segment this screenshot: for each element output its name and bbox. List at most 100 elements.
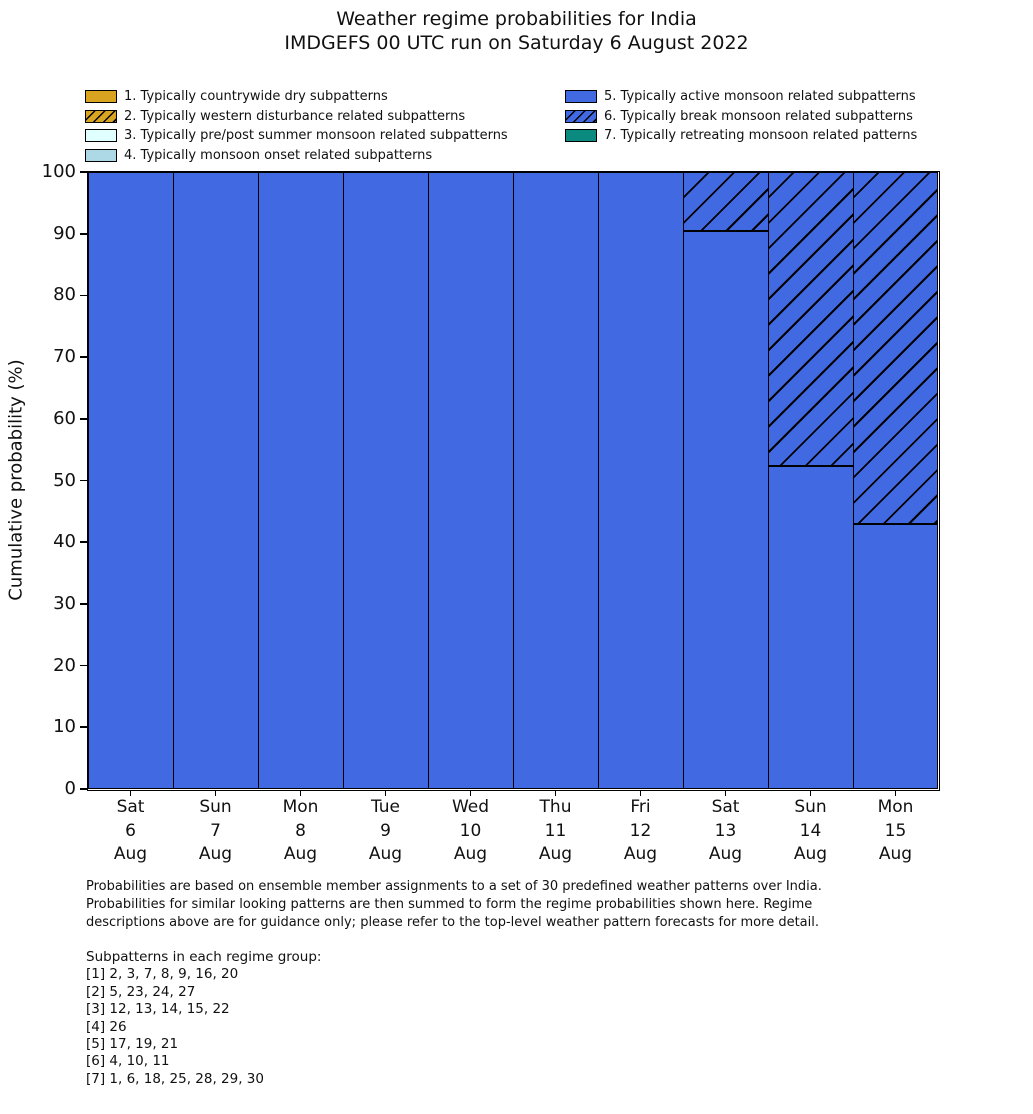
x-tick-mark xyxy=(809,790,812,796)
x-tick-label-line: Fri xyxy=(630,797,651,817)
y-tick-mark xyxy=(80,417,88,420)
subpatterns-line: [2] 5, 23, 24, 27 xyxy=(86,983,196,1000)
bar-segment-regime-5 xyxy=(428,172,515,789)
bar-tue-9-aug xyxy=(343,172,430,789)
footer-line: Probabilities for similar looking patter… xyxy=(86,897,813,912)
x-tick-label-line: Aug xyxy=(283,844,318,864)
bar-wed-10-aug xyxy=(428,172,515,789)
x-tick-label-line: Thu xyxy=(539,797,572,817)
x-tick-label-wed-10-aug: Wed 10 Aug xyxy=(428,796,513,867)
y-tick-mark xyxy=(80,232,88,235)
y-tick-label-30: 30 xyxy=(53,592,76,614)
x-tick-label-line: Aug xyxy=(113,844,148,864)
y-tick-mark xyxy=(80,788,88,790)
legend-swatch-3 xyxy=(85,129,117,143)
y-tick-mark xyxy=(80,726,88,729)
x-tick-mark xyxy=(724,790,727,796)
x-tick-label-sat-6-aug: Sat 6 Aug xyxy=(88,796,173,867)
x-tick-label-line: Aug xyxy=(368,844,403,864)
y-tick-mark xyxy=(80,603,88,605)
x-tick-label-line: 14 xyxy=(799,820,822,841)
bar-segment-regime-5 xyxy=(258,172,345,789)
x-tick-label-line: 10 xyxy=(459,820,482,841)
subpatterns-line: [1] 2, 3, 7, 8, 9, 16, 20 xyxy=(86,966,239,983)
bar-segment-regime-5 xyxy=(598,172,685,789)
x-tick-label-line: Sun xyxy=(794,797,827,817)
x-tick-label-line: 9 xyxy=(380,820,391,841)
legend-label-6: 6. Typically break monsoon related subpa… xyxy=(604,108,913,124)
legend-swatch-7 xyxy=(565,129,597,143)
y-tick-mark xyxy=(80,294,88,297)
x-tick-mark xyxy=(894,790,897,796)
bar-segment-regime-5 xyxy=(683,230,770,789)
bar-segment-regime-5 xyxy=(853,524,938,789)
bar-segment-regime-6 xyxy=(768,172,855,466)
x-tick-mark xyxy=(384,790,387,796)
subpatterns-line: [3] 12, 13, 14, 15, 22 xyxy=(86,1001,230,1018)
x-tick-mark xyxy=(129,790,132,796)
subpatterns-list: Subpatterns in each regime group: [1] 2,… xyxy=(86,949,321,1088)
x-tick-label-line: Mon xyxy=(877,797,914,817)
x-tick-label-line: Sun xyxy=(199,797,232,817)
x-tick-mark xyxy=(469,790,472,796)
x-tick-label-line: Mon xyxy=(282,797,319,817)
footer-line: Probabilities are based on ensemble memb… xyxy=(86,879,822,894)
x-tick-label-line: Aug xyxy=(198,844,233,864)
y-tick-mark xyxy=(80,171,88,173)
bar-mon-8-aug xyxy=(258,172,345,789)
x-tick-label-thu-11-aug: Thu 11 Aug xyxy=(513,796,598,867)
y-tick-mark xyxy=(80,479,88,482)
bar-segment-regime-6 xyxy=(683,172,770,231)
bar-segment-regime-5 xyxy=(768,465,855,789)
subpatterns-line: [5] 17, 19, 21 xyxy=(86,1036,179,1053)
chart-title-line2: IMDGEFS 00 UTC run on Saturday 6 August … xyxy=(284,32,749,54)
x-tick-label-line: Aug xyxy=(538,844,573,864)
x-tick-label-mon-15-aug: Mon 15 Aug xyxy=(853,796,938,867)
legend-label-5: 5. Typically active monsoon related subp… xyxy=(604,89,916,105)
bar-sat-13-aug xyxy=(683,172,770,789)
legend-item-4: 4. Typically monsoon onset related subpa… xyxy=(85,146,508,166)
chart-title-line1: Weather regime probabilities for India xyxy=(336,8,697,30)
legend-label-7: 7. Typically retreating monsoon related … xyxy=(604,128,918,144)
bar-thu-11-aug xyxy=(513,172,600,789)
subpatterns-heading: Subpatterns in each regime group: xyxy=(86,949,322,965)
x-tick-label-line: Aug xyxy=(623,844,658,864)
x-tick-label-fri-12-aug: Fri 12 Aug xyxy=(598,796,683,867)
footer-note: Probabilities are based on ensemble memb… xyxy=(86,878,822,932)
legend-label-4: 4. Typically monsoon onset related subpa… xyxy=(124,148,433,164)
bar-sat-6-aug xyxy=(88,172,175,789)
x-tick-label-line: 7 xyxy=(210,820,221,841)
x-tick-label-sun-7-aug: Sun 7 Aug xyxy=(173,796,258,867)
y-tick-label-60: 60 xyxy=(53,407,76,429)
legend-swatch-4 xyxy=(85,149,117,163)
y-tick-label-80: 80 xyxy=(53,284,76,306)
legend-swatch-6-hatched xyxy=(565,109,597,123)
bar-segment-regime-5 xyxy=(343,172,430,789)
y-tick-label-100: 100 xyxy=(41,161,76,182)
x-tick-label-line: 6 xyxy=(125,820,136,841)
legend-item-7: 7. Typically retreating monsoon related … xyxy=(565,126,917,146)
bar-sun-7-aug xyxy=(173,172,260,789)
bar-segment-regime-6 xyxy=(853,172,938,525)
legend-item-6: 6. Typically break monsoon related subpa… xyxy=(565,107,917,127)
legend-label-3: 3. Typically pre/post summer monsoon rel… xyxy=(124,128,508,144)
x-tick-mark xyxy=(299,790,302,796)
bar-segment-regime-5 xyxy=(513,172,600,789)
subpatterns-line: [7] 1, 6, 18, 25, 28, 29, 30 xyxy=(86,1070,264,1087)
x-tick-label-line: 11 xyxy=(544,820,567,841)
legend-item-3: 3. Typically pre/post summer monsoon rel… xyxy=(85,126,508,146)
x-tick-label-line: 8 xyxy=(295,820,306,841)
bar-mon-15-aug xyxy=(853,172,938,789)
x-tick-label-line: 12 xyxy=(629,820,652,841)
y-tick-label-50: 50 xyxy=(53,469,76,491)
y-tick-label-90: 90 xyxy=(53,222,76,244)
x-tick-label-tue-9-aug: Tue 9 Aug xyxy=(343,796,428,867)
x-tick-mark xyxy=(639,790,642,796)
bar-sun-14-aug xyxy=(768,172,855,789)
y-tick-label-20: 20 xyxy=(53,654,76,676)
x-tick-mark xyxy=(214,790,217,796)
x-tick-label-line: Aug xyxy=(453,844,488,864)
bar-fri-12-aug xyxy=(598,172,685,789)
x-tick-label-mon-8-aug: Mon 8 Aug xyxy=(258,796,343,867)
